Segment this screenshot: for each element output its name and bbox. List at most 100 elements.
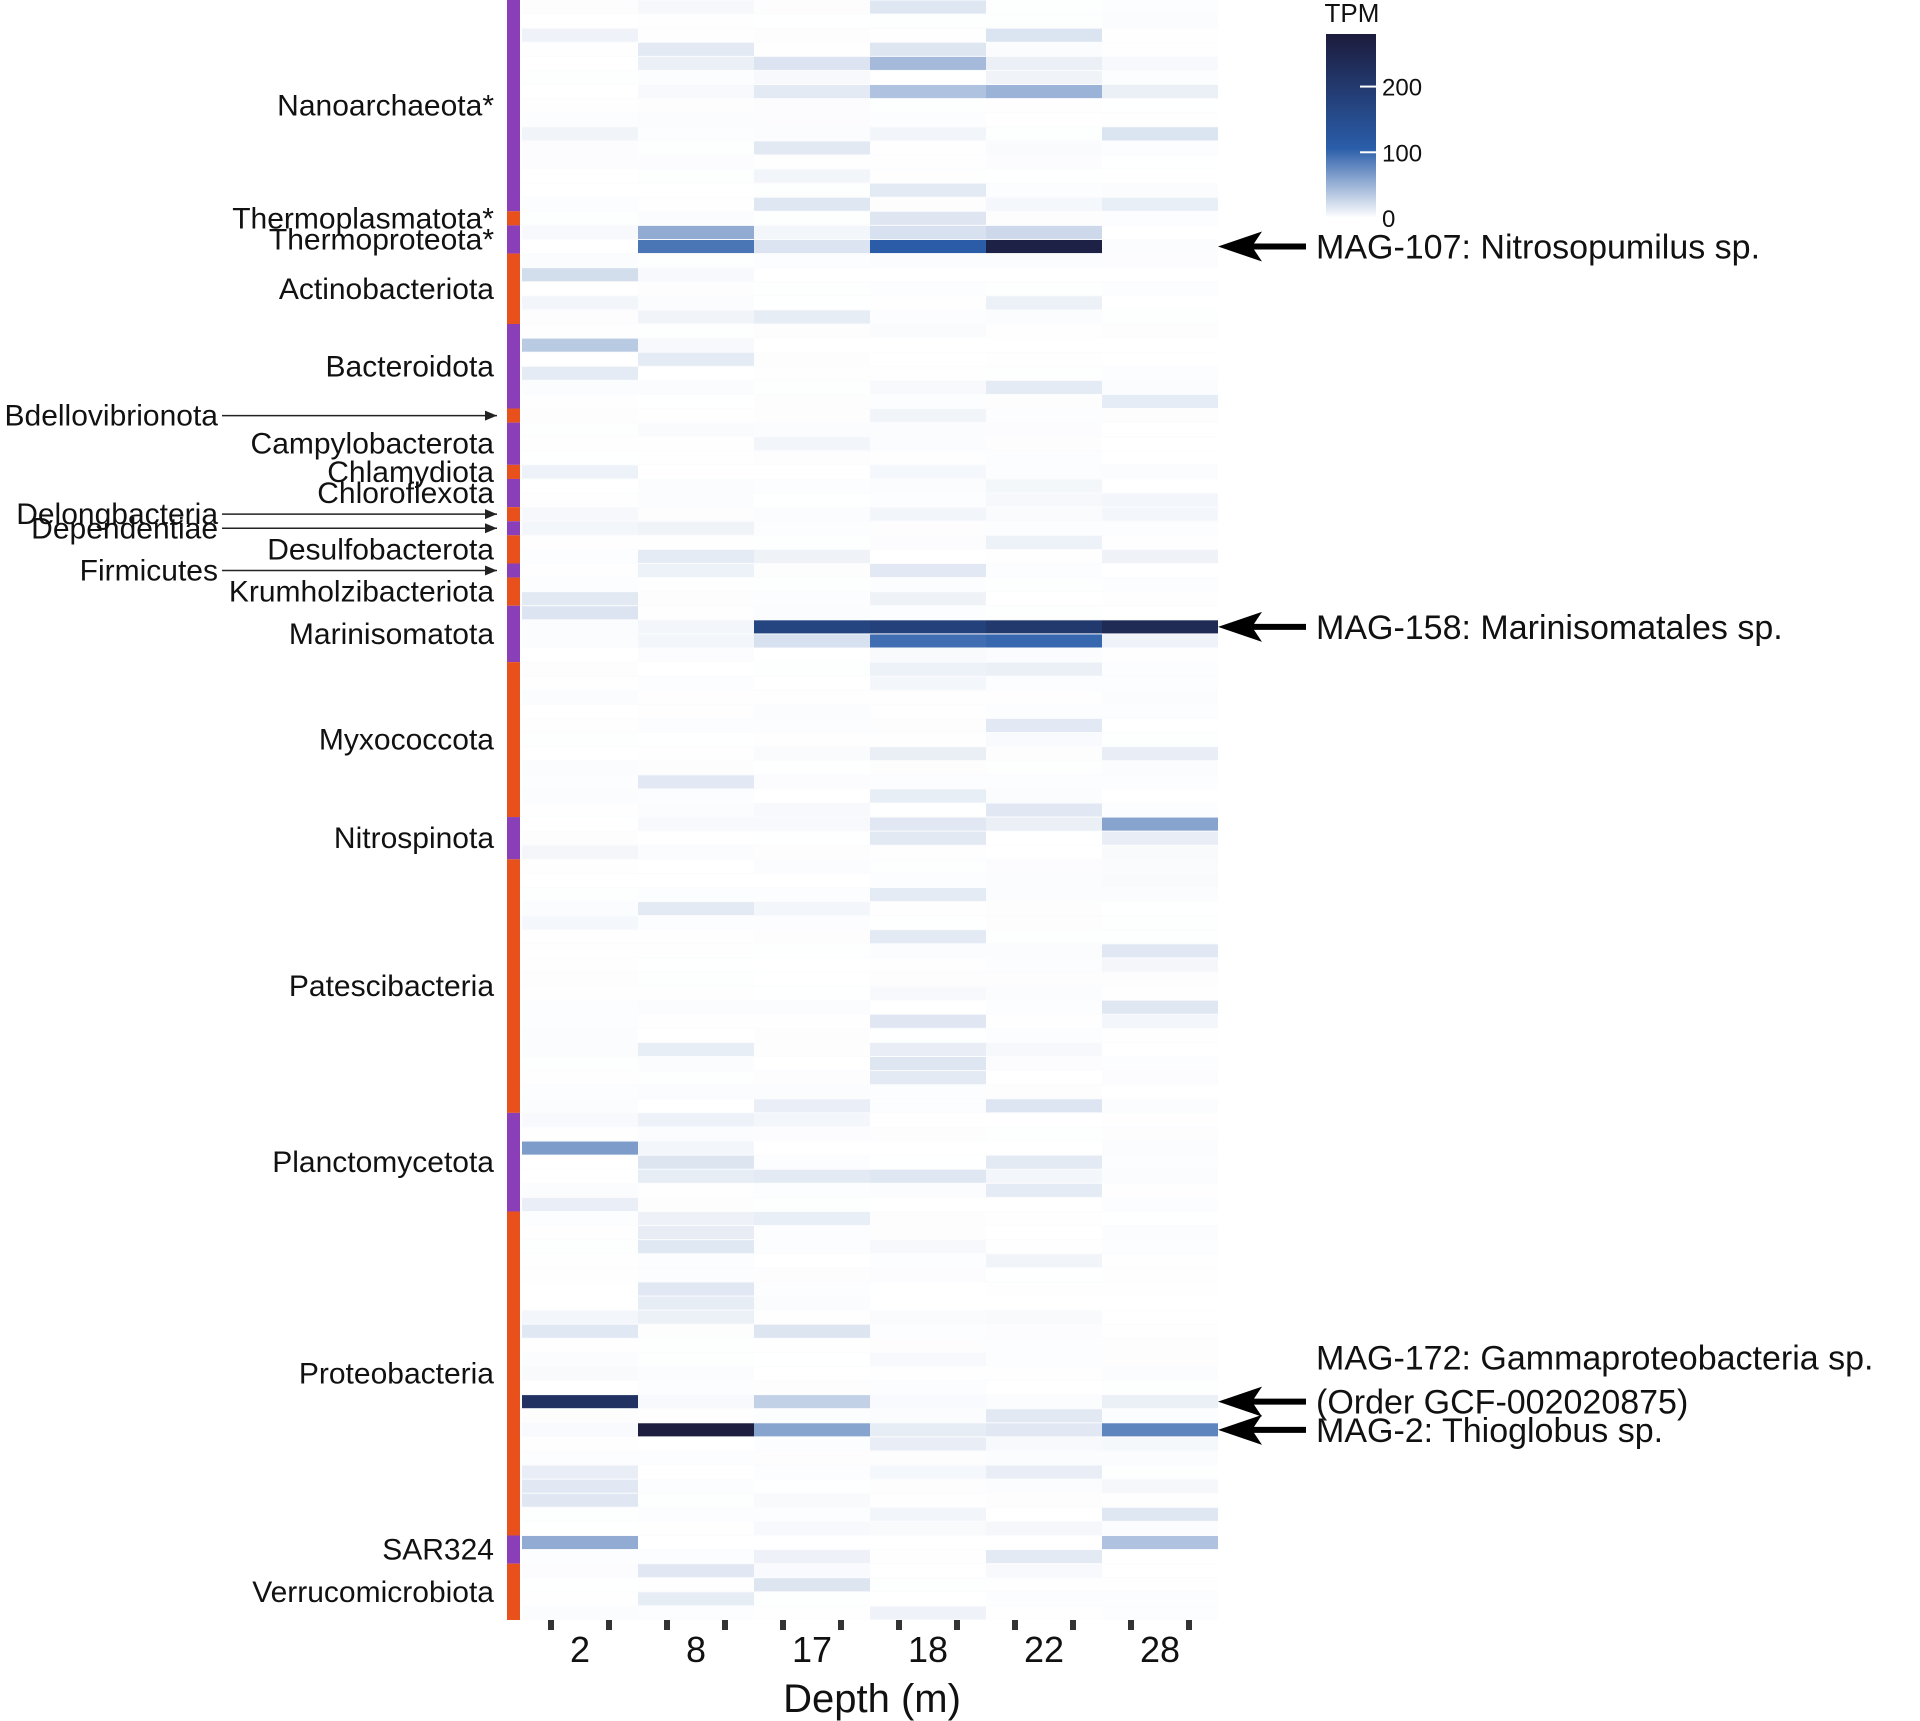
heatmap-cell (986, 310, 1102, 324)
phylum-label: Patescibacteria (289, 970, 494, 1003)
heatmap-cell (870, 1507, 986, 1521)
heatmap-cell (754, 310, 870, 324)
heatmap-cell (1102, 662, 1218, 676)
heatmap-cell (986, 324, 1102, 338)
heatmap-cell (754, 930, 870, 944)
heatmap-cell (638, 958, 754, 972)
heatmap-cell (986, 873, 1102, 887)
heatmap-cell (1102, 1254, 1218, 1268)
heatmap-cell (870, 507, 986, 521)
heatmap-cell (870, 1141, 986, 1155)
heatmap-cell (754, 1465, 870, 1479)
heatmap-cell (638, 141, 754, 155)
heatmap-cell (870, 479, 986, 493)
phylum-bar-segment (507, 253, 520, 324)
heatmap-cell (986, 986, 1102, 1000)
heatmap-cell (754, 141, 870, 155)
heatmap-cell (638, 169, 754, 183)
heatmap-cell (986, 268, 1102, 282)
heatmap-cell (1102, 56, 1218, 70)
phylum-label: Thermoplasmatota* (232, 202, 494, 235)
heatmap-cell (1102, 183, 1218, 197)
heatmap-cell (1102, 282, 1218, 296)
phylum-bar-segment (507, 225, 520, 254)
heatmap-cell (870, 197, 986, 211)
heatmap-cell (870, 676, 986, 690)
heatmap-cell (986, 437, 1102, 451)
heatmap-cell (754, 14, 870, 28)
heatmap-cell (1102, 1169, 1218, 1183)
x-tick-label: 17 (792, 1629, 832, 1670)
heatmap-cell (870, 1606, 986, 1620)
heatmap-cell (986, 380, 1102, 394)
heatmap-cell (986, 409, 1102, 423)
heatmap-cell (754, 296, 870, 310)
heatmap-cell (754, 1381, 870, 1395)
tpm-legend: TPM 0 100 200 (1325, 0, 1422, 233)
heatmap-cell (522, 887, 638, 902)
heatmap-cell (1102, 28, 1218, 42)
heatmap-cell (638, 14, 754, 28)
heatmap-cell (1102, 324, 1218, 338)
heatmap-cell (1102, 225, 1218, 239)
heatmap-cell (1102, 563, 1218, 578)
heatmap-cell (1102, 310, 1218, 324)
phylum-label: Planctomycetota (272, 1146, 494, 1179)
heatmap-cell (638, 127, 754, 141)
phylum-bar-segment (507, 577, 520, 606)
heatmap-cell (1102, 211, 1218, 225)
heatmap-cell (1102, 1479, 1218, 1493)
heatmap-cell (638, 1521, 754, 1535)
heatmap-cell (986, 563, 1102, 578)
mag-arrow (1218, 611, 1306, 642)
x-axis-tick (722, 1620, 728, 1630)
heatmap-cell (522, 1240, 638, 1254)
heatmap-cell (638, 944, 754, 958)
heatmap-cell (986, 183, 1102, 197)
phylum-bar-segment (507, 605, 520, 663)
heatmap-cell (522, 634, 638, 648)
heatmap-cell (522, 1282, 638, 1296)
heatmap-cell (870, 1366, 986, 1381)
heatmap-cell (638, 1141, 754, 1155)
heatmap-cell (754, 99, 870, 113)
heatmap-cell (638, 1268, 754, 1282)
heatmap-cell (638, 662, 754, 676)
heatmap-cell (1102, 451, 1218, 465)
heatmap-cell-mag (870, 620, 986, 634)
heatmap-cell (1102, 1493, 1218, 1507)
heatmap-cell (986, 887, 1102, 902)
heatmap-cell (986, 1324, 1102, 1338)
heatmap-cell (1102, 479, 1218, 493)
heatmap-cell (638, 1479, 754, 1493)
heatmap-cell (522, 1071, 638, 1085)
heatmap-cell (870, 394, 986, 409)
heatmap-cell (638, 282, 754, 296)
heatmap-cell (754, 859, 870, 873)
legend-tick-label: 0 (1382, 206, 1395, 233)
heatmap-cell (870, 859, 986, 873)
heatmap-cell (986, 733, 1102, 747)
heatmap-cell (986, 451, 1102, 465)
heatmap-cell (986, 127, 1102, 141)
x-axis-tick (606, 1620, 612, 1630)
heatmap-cell (522, 1324, 638, 1338)
heatmap-cell (870, 70, 986, 85)
heatmap-cell (638, 493, 754, 507)
heatmap-cell-mag (1102, 1395, 1218, 1409)
heatmap-cell (638, 113, 754, 127)
heatmap-cell (638, 606, 754, 620)
heatmap-cell (1102, 254, 1218, 268)
heatmap-cell (870, 1535, 986, 1550)
heatmap-cell (870, 1493, 986, 1507)
heatmap-cell (754, 733, 870, 747)
phylum-label: Verrucomicrobiota (252, 1576, 494, 1609)
heatmap-cell (870, 549, 986, 563)
heatmap-cell (522, 1479, 638, 1493)
heatmap-cell (754, 1099, 870, 1113)
heatmap-cell (986, 0, 1102, 14)
heatmap-cell (754, 183, 870, 197)
heatmap-cell (522, 465, 638, 479)
heatmap-cell (1102, 338, 1218, 352)
heatmap-cell (638, 1211, 754, 1226)
